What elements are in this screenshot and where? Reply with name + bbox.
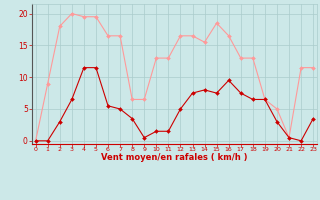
X-axis label: Vent moyen/en rafales ( km/h ): Vent moyen/en rafales ( km/h ) (101, 153, 248, 162)
